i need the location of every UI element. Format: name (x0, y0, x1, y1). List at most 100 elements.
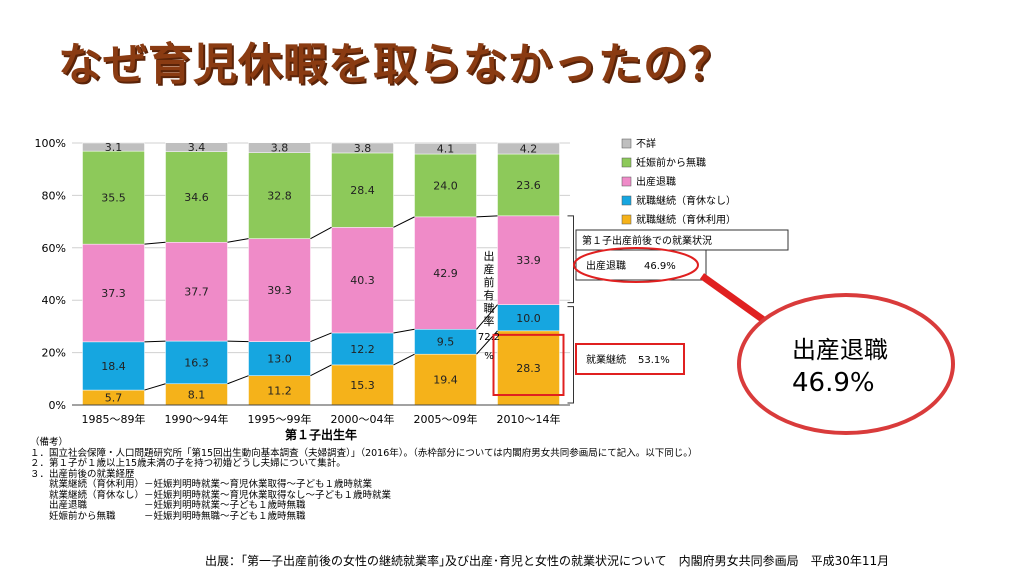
data-label: 15.3 (350, 379, 375, 392)
bar-segment (331, 142, 394, 154)
connector-line (310, 226, 332, 240)
note-line: 妊娠前から無職 －妊娠判明時無職～子ども１歳時無職 (30, 510, 306, 522)
bar-segment (331, 152, 394, 228)
connector-line (310, 364, 332, 377)
connector-line (393, 216, 415, 228)
chart-notes: （備考） １．国立社会保障・人口問題研究所「第15回出生動向基本調査（夫婦調査）」… (30, 437, 698, 522)
note-line: ３．出産前後の就業経歴 (30, 468, 135, 480)
y-tick-label: 80% (42, 189, 66, 202)
x-tick-label: 1990～94年 (165, 412, 229, 426)
data-label: 10.0 (516, 312, 541, 325)
chart-background (30, 130, 790, 442)
legend-label: 就職継続（育休なし） (636, 194, 736, 207)
legend-swatch (621, 214, 632, 225)
highlight-box (492, 333, 565, 397)
callout-value: 46.9% (792, 368, 875, 398)
annotation-char: 産 (484, 263, 495, 276)
bar-segment (331, 227, 394, 334)
data-label: 32.8 (267, 190, 292, 203)
legend-label: 不詳 (636, 137, 656, 150)
connector-line (227, 340, 249, 343)
connector-line (144, 383, 166, 391)
data-label: 9.5 (437, 336, 455, 349)
summary-item2-label: 就業継続 (586, 353, 626, 366)
x-tick-label: 2005～09年 (414, 412, 478, 426)
legend-swatch (621, 176, 632, 187)
bar-segment (497, 330, 560, 406)
bar-segment (248, 142, 311, 153)
connector-line (227, 238, 249, 243)
summary-item1-label: 出産退職 (586, 259, 626, 272)
connector-line (393, 328, 415, 334)
connector-line (476, 215, 498, 218)
connector-line (310, 332, 332, 343)
arrow-shaft (699, 273, 775, 329)
annotation-char: 前 (484, 275, 495, 289)
bracket (567, 215, 574, 304)
bar-segment (248, 238, 311, 342)
data-label: 23.6 (516, 179, 541, 192)
annotation-char: 率 (484, 314, 495, 328)
data-label: 39.3 (267, 284, 292, 297)
data-label: 19.4 (433, 374, 458, 387)
data-label: 34.6 (184, 191, 209, 204)
bar-segment (414, 143, 477, 155)
x-tick-label: 2000～04年 (331, 412, 395, 426)
bar-segment (414, 153, 477, 218)
data-label: 35.5 (101, 192, 126, 205)
connector-line (144, 340, 166, 343)
x-tick-label: 1985～89年 (82, 412, 146, 426)
data-label: 18.4 (101, 360, 126, 373)
connector-line (227, 375, 249, 385)
y-tick-label: 60% (42, 242, 66, 255)
bar-segment (248, 152, 311, 239)
data-label: 3.8 (354, 142, 372, 155)
note-line: 出産退職 －妊娠判明時就業～子ども１歳時無職 (30, 500, 306, 511)
bar-segment (82, 341, 145, 391)
note-line: ２．第１子が１歳以上15歳未満の子を持つ初婚どうし夫婦について集計。 (30, 458, 346, 469)
bar-segment (331, 364, 394, 406)
y-tick-label: 0% (49, 399, 66, 412)
data-label: 11.2 (267, 384, 292, 397)
summary-item1-value: 46.9% (644, 261, 676, 272)
note-line: 就業継続（育休利用）－妊娠判明時就業～育児休業取得～子ども１歳時就業 (30, 479, 373, 490)
bar-segment (248, 341, 311, 376)
data-label: 5.7 (105, 392, 123, 405)
bar-segment (248, 375, 311, 406)
callout-label: 出産退職 (792, 336, 888, 364)
summary-item2-value: 53.1% (638, 355, 670, 366)
summary-item1-circle (573, 247, 699, 283)
data-label: 40.3 (350, 274, 375, 287)
legend-label: 出産退職 (636, 175, 676, 188)
data-label: 37.3 (101, 287, 126, 300)
y-tick-label: 100% (35, 137, 66, 150)
x-tick-label: 2010～14年 (497, 412, 561, 426)
stacked-bar-chart: 0% 20% 40% 60% 80% 100% 5.7 18.4 37.3 35.5 3.1 198… (30, 130, 790, 442)
legend-swatch (621, 157, 632, 168)
connector-line (476, 304, 498, 330)
bar-segment (497, 215, 560, 305)
bar-segment (497, 153, 560, 217)
annotation-char: 有 (484, 288, 495, 302)
data-label: 16.3 (184, 356, 209, 369)
data-label: 28.4 (350, 184, 375, 197)
legend-label: 就職継続（育休利用） (636, 213, 736, 226)
data-label: 33.9 (516, 254, 541, 267)
y-tick-label: 40% (42, 294, 66, 307)
data-label: 28.3 (516, 362, 541, 375)
bar-segment (331, 332, 394, 366)
y-tick-label: 20% (42, 347, 66, 360)
summary-item2-box (575, 343, 685, 375)
connector-line (144, 241, 166, 245)
data-label: 12.2 (350, 343, 375, 356)
data-label: 3.1 (105, 141, 123, 154)
bar-segment (82, 142, 145, 152)
summary-header: 第１子出産前後での就業状況 (582, 234, 712, 247)
bar-segment (165, 142, 228, 152)
note-line: １．国立社会保障・人口問題研究所「第15回出生動向基本調査（夫婦調査）」（201… (30, 447, 698, 459)
note-line: （備考） (30, 437, 69, 448)
data-label: 37.7 (184, 286, 209, 299)
legend-label: 妊娠前から無職 (636, 156, 706, 169)
x-tick-label: 1995～99年 (248, 412, 312, 426)
x-axis-title: 第１子出生年 (285, 427, 357, 442)
